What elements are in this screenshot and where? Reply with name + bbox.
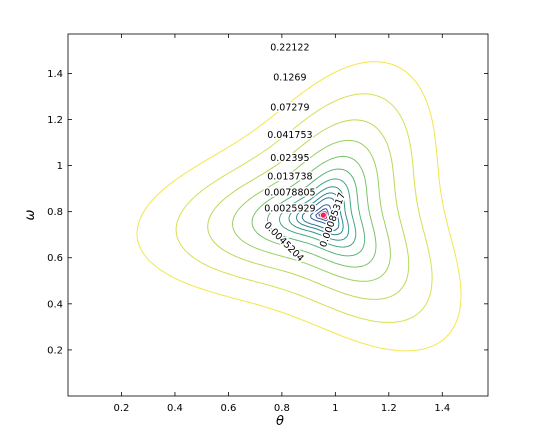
x-tick-label: 1.2 <box>381 403 397 414</box>
contour-label: 0.22122 <box>270 42 309 53</box>
y-tick-label: 1.2 <box>47 115 63 126</box>
contour-line <box>251 155 377 268</box>
contour-line <box>301 197 340 231</box>
x-tick-label: 1 <box>332 403 338 414</box>
contour-label: 0.0025929 <box>264 204 315 215</box>
y-axis-label: ω <box>23 209 38 220</box>
x-axis-label: θ <box>276 414 284 429</box>
y-tick-label: 0.6 <box>47 253 63 264</box>
contour-label: 0.1269 <box>273 72 306 83</box>
contour-line <box>279 178 357 248</box>
contour-line <box>266 168 366 257</box>
contour-lines <box>136 61 462 352</box>
plot-frame <box>67 33 489 397</box>
contour-label: 0.013738 <box>267 171 312 182</box>
x-tick-label: 0.4 <box>167 403 183 414</box>
contour-line <box>288 186 350 241</box>
x-tick-label: 0.8 <box>274 403 290 414</box>
contour-line <box>207 119 410 300</box>
contour-label: 0.041753 <box>267 130 312 141</box>
contour-line <box>175 93 433 323</box>
contour-line <box>315 208 330 222</box>
contour-label: 0.02395 <box>270 153 309 164</box>
y-tick-label: 0.8 <box>47 207 63 218</box>
y-tick-label: 0.2 <box>47 345 63 356</box>
x-tick-label: 0.6 <box>220 403 236 414</box>
contour-line <box>232 139 391 282</box>
contour-label: 0.07279 <box>270 102 309 113</box>
contour-line <box>310 204 334 225</box>
y-tick-label: 1.4 <box>47 69 63 80</box>
contour-labels: 0.22122 0.1269 0.07279 0.041753 0.02395 0.013… <box>260 41 349 266</box>
y-tick-label: 0.4 <box>47 299 63 310</box>
contour-label: 0.0078805 <box>264 188 315 199</box>
x-tick-label: 0.2 <box>114 403 130 414</box>
axis-ticks: 0.2 0.4 0.6 0.8 1 1.2 1.4 0.2 0.4 0.6 0.8 1 1.2 1.4 <box>47 34 488 414</box>
minimum-point-marker <box>319 211 327 219</box>
contour-line <box>136 61 462 352</box>
contour-line <box>295 192 344 236</box>
x-tick-label: 1.4 <box>434 403 450 414</box>
y-tick-label: 1 <box>57 161 63 172</box>
